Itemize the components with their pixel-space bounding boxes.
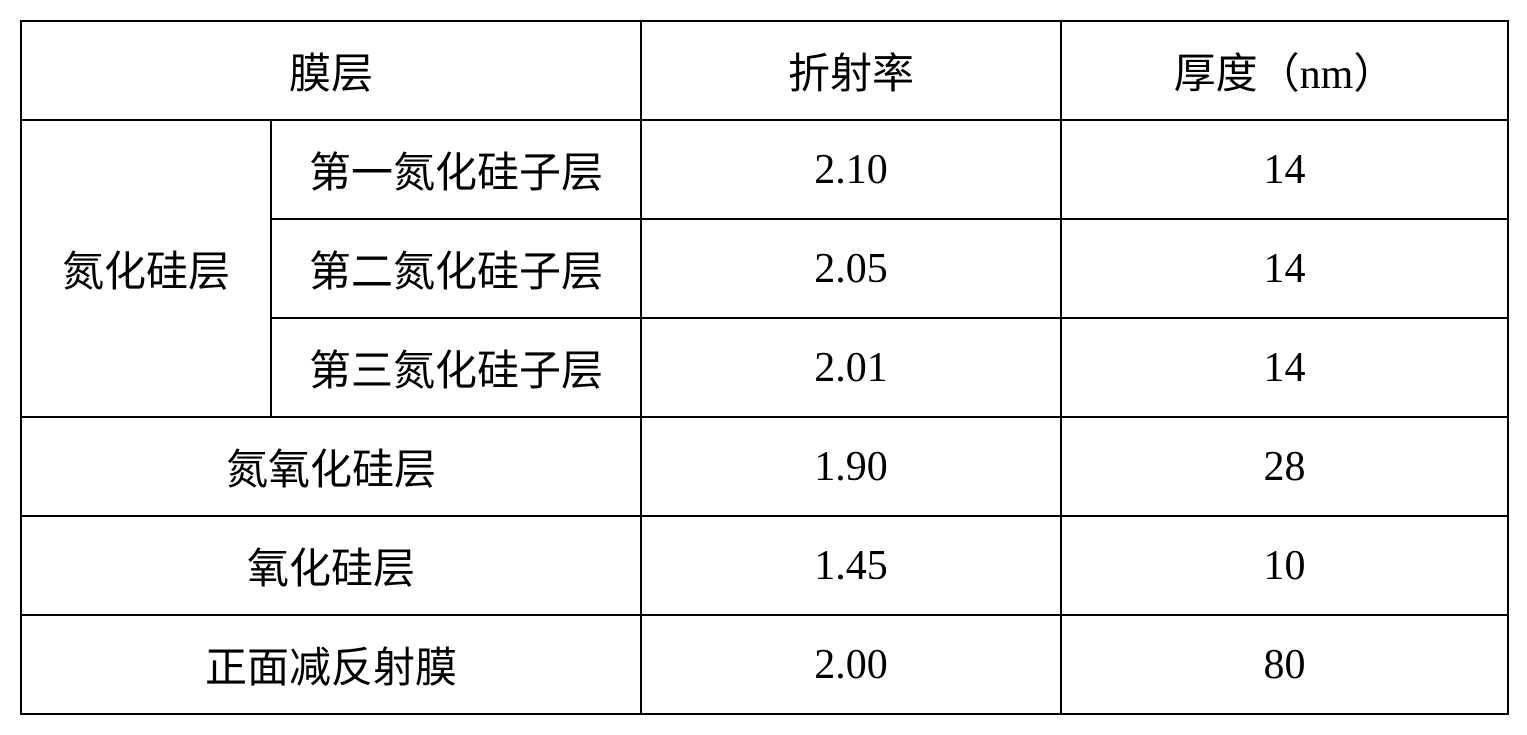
sublayer-index: 2.05 bbox=[641, 219, 1061, 318]
layer-thickness: 10 bbox=[1061, 516, 1508, 615]
table-row: 氮化硅层 第一氮化硅子层 2.10 14 bbox=[21, 120, 1508, 219]
layer-thickness: 80 bbox=[1061, 615, 1508, 714]
sublayer-name: 第一氮化硅子层 bbox=[271, 120, 641, 219]
layer-index: 1.90 bbox=[641, 417, 1061, 516]
sublayer-thickness: 14 bbox=[1061, 219, 1508, 318]
sublayer-name: 第三氮化硅子层 bbox=[271, 318, 641, 417]
layer-name: 氮氧化硅层 bbox=[21, 417, 641, 516]
header-refractive-index: 折射率 bbox=[641, 21, 1061, 120]
sublayer-thickness: 14 bbox=[1061, 120, 1508, 219]
layer-index: 2.00 bbox=[641, 615, 1061, 714]
layer-name: 正面减反射膜 bbox=[21, 615, 641, 714]
header-layer: 膜层 bbox=[21, 21, 641, 120]
table-header-row: 膜层 折射率 厚度（nm） bbox=[21, 21, 1508, 120]
table-row: 氧化硅层 1.45 10 bbox=[21, 516, 1508, 615]
layer-name: 氧化硅层 bbox=[21, 516, 641, 615]
sublayer-index: 2.10 bbox=[641, 120, 1061, 219]
sublayer-name: 第二氮化硅子层 bbox=[271, 219, 641, 318]
table-row: 正面减反射膜 2.00 80 bbox=[21, 615, 1508, 714]
layer-thickness: 28 bbox=[1061, 417, 1508, 516]
header-thickness: 厚度（nm） bbox=[1061, 21, 1508, 120]
group-cell-silicon-nitride: 氮化硅层 bbox=[21, 120, 271, 417]
sublayer-thickness: 14 bbox=[1061, 318, 1508, 417]
sublayer-index: 2.01 bbox=[641, 318, 1061, 417]
layer-index: 1.45 bbox=[641, 516, 1061, 615]
table-row: 氮氧化硅层 1.90 28 bbox=[21, 417, 1508, 516]
